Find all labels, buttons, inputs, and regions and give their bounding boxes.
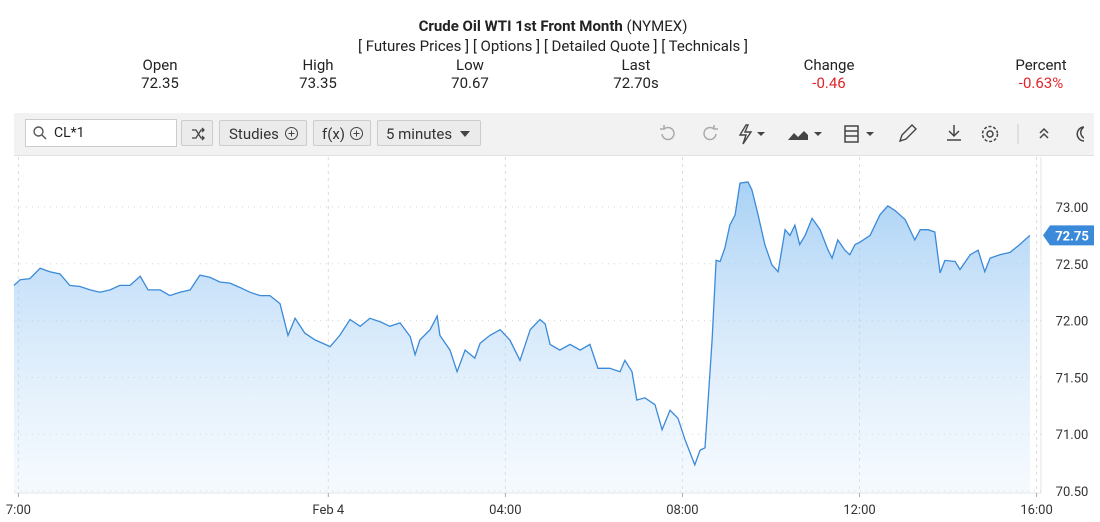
button-label: 5 minutes: [386, 125, 453, 143]
x-tick-label: 12:00: [843, 503, 875, 518]
quote-value: 72.70s: [613, 74, 659, 92]
plus-icon: [350, 127, 363, 140]
quote-label: Percent: [1015, 56, 1067, 74]
x-tick-label: 7:00: [6, 503, 31, 518]
y-tick-label: 71.00: [1056, 428, 1089, 443]
compare-button[interactable]: [181, 120, 213, 146]
link[interactable]: [ Detailed Quote ]: [543, 37, 658, 55]
price-line: [13, 181, 1031, 467]
symbol: CL*1: [54, 125, 85, 141]
quote-field: Change -0.46: [769, 56, 889, 92]
toolbar-icons[interactable]: [654, 121, 1084, 147]
link[interactable]: [ Technicals ]: [661, 37, 748, 55]
last-price-badge: [1043, 225, 1094, 246]
y-tick-label: 71.50: [1056, 371, 1089, 386]
search-icon: [33, 126, 47, 140]
quote-value: 70.67: [451, 74, 489, 92]
quote-label: Last: [621, 56, 651, 74]
x-tick-label: 08:00: [666, 503, 698, 518]
last-price-tag: 72.75: [1043, 225, 1094, 246]
x-tick-label: Feb 4: [312, 503, 344, 518]
quote-label: Low: [456, 56, 484, 74]
y-tick-label: 72.00: [1056, 315, 1089, 330]
quote-field: High 73.35: [258, 56, 378, 92]
studies-button[interactable]: Studies: [219, 120, 307, 146]
quote-label: Open: [142, 56, 178, 74]
quote-label: High: [302, 56, 334, 74]
quote-value: -0.63%: [1018, 74, 1064, 92]
button-label: Studies: [229, 125, 279, 143]
link[interactable]: [ Options ]: [472, 37, 541, 55]
exchange: (NYMEX): [626, 17, 688, 35]
caret-icon: [460, 131, 470, 137]
quote-value: -0.46: [812, 74, 846, 92]
quote-field: Open 72.35: [100, 56, 220, 92]
interval-button[interactable]: 5 minutes: [377, 120, 481, 146]
toolbar: CL*1 Studies f(x) 5 minutes: [14, 113, 1094, 156]
quote-title: Crude Oil WTI 1st Front Month (NYMEX): [0, 17, 1100, 35]
x-tick-label: 16:00: [1020, 503, 1052, 518]
quote-label: Change: [803, 56, 855, 74]
x-tick-label: 04:00: [489, 503, 521, 518]
area: [14, 182, 1030, 493]
title: Crude Oil WTI 1st Front Month: [418, 17, 623, 35]
quote-value: 72.35: [141, 74, 179, 92]
quote-field: Percent -0.63%: [981, 56, 1100, 92]
button-label: f(x): [322, 125, 346, 143]
plus-icon: [285, 127, 298, 140]
quote-field: Low 70.67: [410, 56, 530, 92]
y-tick-label: 72.50: [1056, 258, 1089, 273]
symbol-search[interactable]: CL*1: [25, 119, 177, 147]
quote-field: Last 72.70s: [576, 56, 696, 92]
y-tick-label: 73.00: [1056, 201, 1089, 216]
last-price-label: 72.75: [1055, 229, 1089, 244]
fx-button[interactable]: f(x): [313, 120, 371, 146]
y-tick-label: 70.50: [1056, 485, 1089, 500]
quote-value: 73.35: [299, 74, 337, 92]
shuffle-icon: [192, 127, 205, 141]
link[interactable]: [ Futures Prices ]: [358, 37, 470, 55]
links: [ Futures Prices ] [ Options ] [ Detaile…: [0, 37, 1100, 55]
